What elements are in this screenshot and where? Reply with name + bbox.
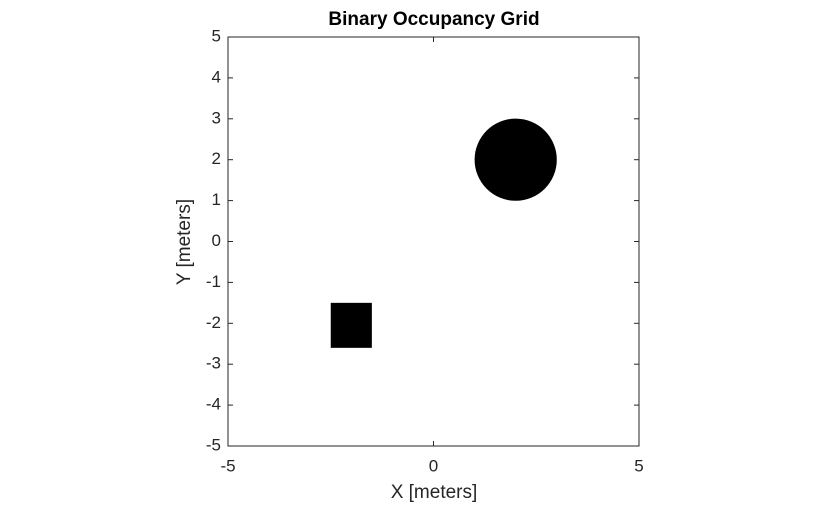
y-tick-label: -3 bbox=[206, 354, 221, 373]
y-tick-label: -5 bbox=[206, 435, 221, 454]
y-tick-label: 5 bbox=[212, 26, 221, 45]
y-tick-label: -2 bbox=[206, 313, 221, 332]
chart-title: Binary Occupancy Grid bbox=[328, 9, 539, 30]
obstacle bbox=[330, 302, 372, 348]
y-tick-label: -1 bbox=[206, 272, 221, 291]
x-tick-label: 5 bbox=[634, 456, 643, 475]
y-tick-label: 4 bbox=[212, 67, 221, 86]
y-axis-label: Y [meters] bbox=[174, 199, 195, 285]
x-axis-label: X [meters] bbox=[391, 482, 478, 503]
y-tick-label: 2 bbox=[212, 149, 221, 168]
x-tick-label: 0 bbox=[429, 456, 438, 475]
y-tick-label: 3 bbox=[212, 108, 221, 127]
obstacle bbox=[474, 118, 557, 201]
y-tick-label: -4 bbox=[206, 395, 221, 414]
x-tick-label: -5 bbox=[220, 456, 235, 475]
y-tick-label: 1 bbox=[212, 190, 221, 209]
y-tick-label: 0 bbox=[212, 231, 221, 250]
